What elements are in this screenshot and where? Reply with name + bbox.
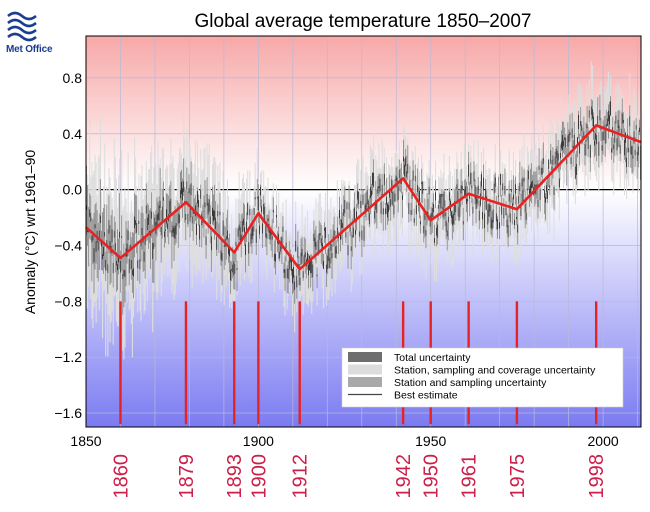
y-tick-label: 0.0 [63,182,83,198]
year-marker-label-1942: 1942 [393,454,415,499]
y-tick-label: −1.6 [54,405,82,421]
y-tick-label: −1.2 [54,349,82,365]
plot-border [85,35,642,428]
year-marker-label-1950: 1950 [421,454,443,499]
met-office-logo: Met Office [4,6,64,58]
trend-line [85,124,642,271]
axis-ticks: 1850 1900 1950 2000 0.8 0.4 0.0 −0.4 −0.8 −1.2 −1.… [54,70,619,449]
legend-label: Best estimate [394,390,458,402]
legend-label: Station, sampling and coverage uncertain… [394,365,596,377]
x-tick-label: 2000 [588,433,619,449]
legend-box [341,347,624,408]
x-tick-label: 1900 [243,433,274,449]
year-marker-labels: 1860 1879 1893 1900 1912 1942 1950 1961 1975 1998 [111,454,609,499]
x-tick-label: 1850 [70,433,101,449]
uncertainty-band [85,61,642,360]
y-axis-label: Anomaly (°C) wrt 1961–90 [22,150,38,315]
legend-swatch [348,352,382,362]
legend-swatch [348,377,382,387]
x-tick-label: 1950 [415,433,446,449]
year-marker-label-1998: 1998 [586,454,608,499]
logo-text: Met Office [6,44,53,55]
year-marker-label-1879: 1879 [176,454,198,499]
plot-frame [85,35,642,428]
year-marker-label-1912: 1912 [290,454,312,499]
y-tick-label: −0.4 [54,237,82,253]
y-tick-label: 0.4 [63,126,83,142]
legend-label: Station and sampling uncertainty [394,377,547,389]
trend-series-line [85,124,642,271]
legend-label: Total uncertainty [394,352,471,364]
year-marker-label-1900: 1900 [248,454,270,499]
legend-swatch [348,364,382,375]
year-marker-label-1975: 1975 [507,454,529,499]
wave-logo-icon [7,11,37,42]
year-marker-label-1860: 1860 [111,454,133,499]
y-tick-label: −0.8 [54,293,82,309]
chart-title: Global average temperature 1850–2007 [195,11,532,32]
year-marker-label-1961: 1961 [459,454,481,499]
year-marker-label-1893: 1893 [224,454,246,499]
y-tick-label: 0.8 [63,70,83,86]
